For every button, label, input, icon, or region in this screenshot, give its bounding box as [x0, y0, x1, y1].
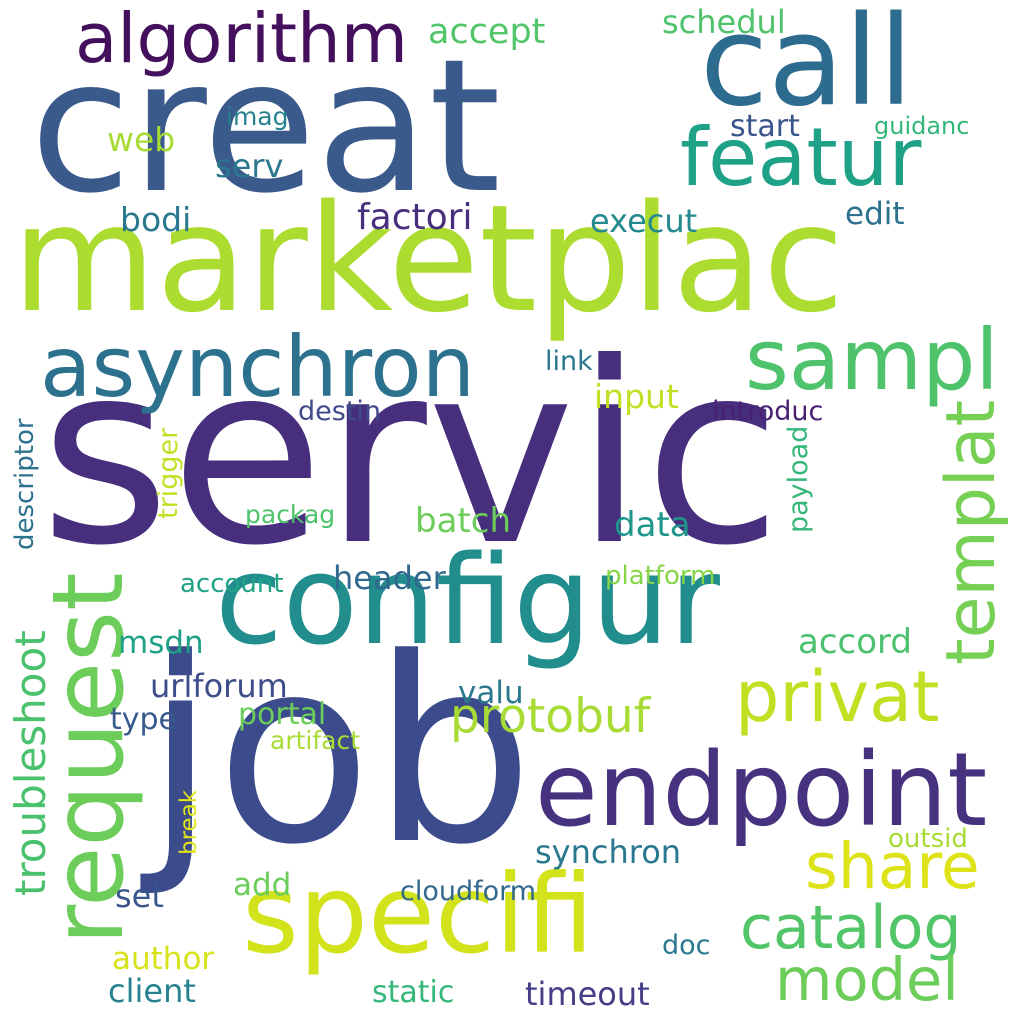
- word-synchron: synchron: [535, 833, 682, 871]
- word-valu: valu: [458, 675, 524, 711]
- word-execut: execut: [590, 202, 698, 240]
- word-add: add: [233, 867, 292, 903]
- word-batch: batch: [415, 501, 511, 541]
- word-account: account: [180, 569, 284, 599]
- word-creat: creat: [30, 20, 501, 234]
- word-doc: doc: [662, 930, 711, 961]
- word-algorithm: algorithm: [75, 0, 409, 79]
- word-payload: payload: [783, 426, 814, 534]
- word-artifact: artifact: [270, 726, 361, 755]
- word-type: type: [110, 702, 178, 737]
- word-input: input: [594, 377, 679, 416]
- word-bodi: bodi: [120, 200, 192, 239]
- word-guidanc: guidanc: [874, 112, 970, 140]
- word-edit: edit: [845, 196, 905, 232]
- word-author: author: [112, 941, 215, 977]
- word-portal: portal: [238, 697, 327, 732]
- word-configur: configur: [215, 530, 720, 673]
- word-call: call: [700, 0, 914, 134]
- word-outsid: outsid: [888, 824, 968, 854]
- word-cloudform: cloudform: [400, 876, 537, 907]
- word-imag: imag: [226, 102, 289, 131]
- word-accord: accord: [798, 622, 912, 662]
- word-set: set: [115, 877, 164, 915]
- word-urlforum: urlforum: [150, 667, 288, 705]
- word-endpoint: endpoint: [535, 731, 988, 850]
- word-platform: platform: [605, 561, 716, 591]
- word-introduc: introduc: [712, 396, 824, 427]
- word-link: link: [545, 346, 593, 377]
- word-templat: templat: [932, 400, 1011, 666]
- word-header: header: [333, 559, 446, 597]
- word-asynchron: asynchron: [40, 318, 475, 416]
- word-start: start: [730, 109, 800, 144]
- word-protobuf: protobuf: [450, 689, 651, 744]
- word-destin: destin: [298, 396, 382, 427]
- word-msdn: msdn: [118, 625, 204, 661]
- word-sampl: sampl: [745, 311, 999, 409]
- word-servic: servic: [40, 309, 782, 600]
- word-break: break: [176, 790, 202, 856]
- word-factori: factori: [357, 197, 473, 238]
- word-client: client: [108, 972, 196, 1010]
- word-privat: privat: [735, 656, 940, 738]
- word-packag: packag: [245, 500, 336, 529]
- word-catalog: catalog: [740, 893, 962, 963]
- word-timeout: timeout: [525, 975, 650, 1013]
- word-job: job: [145, 604, 534, 901]
- word-descriptor: descriptor: [10, 418, 40, 550]
- word-marketplac: marketplac: [12, 173, 845, 345]
- word-static: static: [372, 975, 455, 1010]
- word-schedul: schedul: [662, 3, 786, 41]
- word-share: share: [805, 830, 980, 903]
- word-featur: featur: [680, 111, 922, 204]
- word-specifi: specifi: [242, 851, 594, 978]
- word-troubleshoot: troubleshoot: [6, 630, 55, 896]
- word-model: model: [775, 945, 959, 1014]
- word-trigger: trigger: [153, 428, 184, 520]
- word-data: data: [614, 505, 691, 545]
- word-accept: accept: [428, 12, 546, 52]
- word-web: web: [107, 120, 176, 159]
- word-serv: serv: [215, 147, 284, 185]
